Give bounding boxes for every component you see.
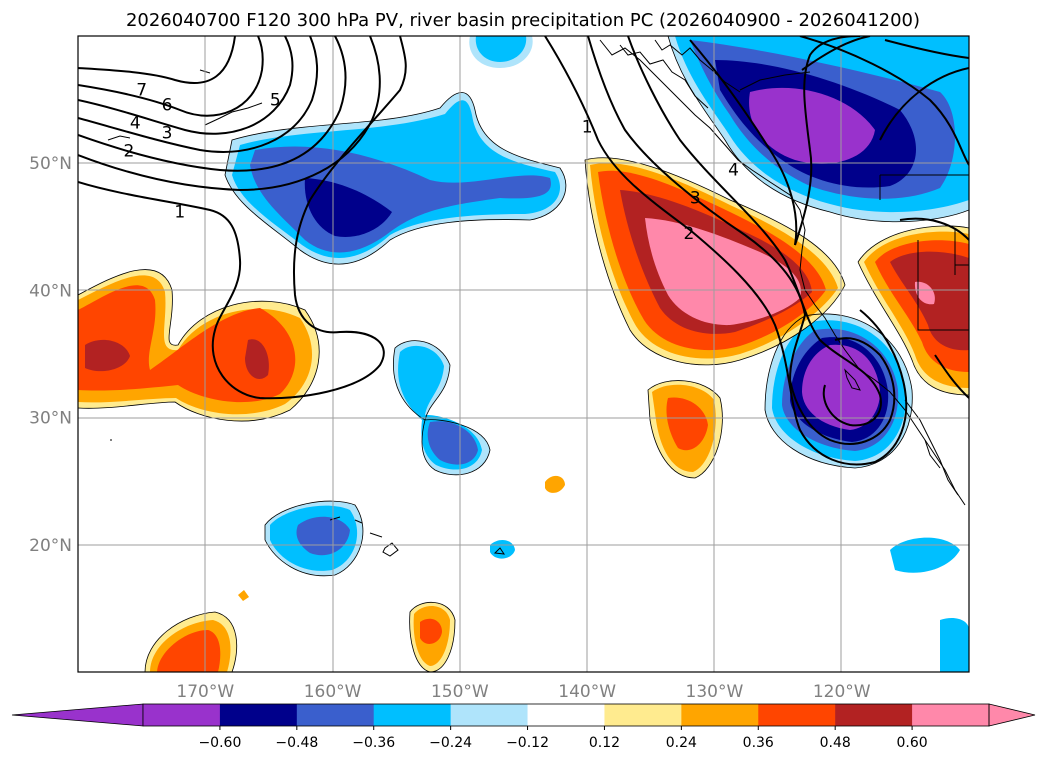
pv-contour-label: 4 xyxy=(728,161,739,181)
anomaly-region-corner-negative xyxy=(940,618,969,672)
colorbar-tick-label: 0.12 xyxy=(589,735,620,751)
colorbar: −0.60 −0.48 −0.36 −0.24 −0.12 0.12 0.24 0.36 0.4… xyxy=(11,703,1036,751)
x-tick-label: 120°W xyxy=(813,682,871,702)
colorbar-segment xyxy=(373,704,452,726)
pv-contour-line xyxy=(627,36,882,427)
pv-contour-line xyxy=(78,36,407,400)
pv-contour-line xyxy=(899,217,969,241)
colorbar-segment xyxy=(450,704,529,726)
y-tick-label: 40°N xyxy=(29,281,72,301)
x-axis-ticks: 170°W 160°W 150°W 140°W 130°W 120°W xyxy=(176,682,870,702)
pv-contour-layer xyxy=(78,36,969,466)
colorbar-segment xyxy=(296,704,375,726)
colorbar-tick-label: 0.48 xyxy=(820,735,851,751)
pv-contour-label: 7 xyxy=(136,80,147,100)
pv-contour-line xyxy=(794,36,861,246)
pv-contour-label: 1 xyxy=(582,117,593,137)
pv-contour-line xyxy=(78,36,381,192)
anomaly-region-tiny-positive xyxy=(238,590,249,601)
pv-contour-labels: 76 5 4 3 2 1 1 4 3 2 xyxy=(124,80,739,244)
colorbar-tick-label: −0.12 xyxy=(506,735,549,751)
colorbar-segment xyxy=(604,704,682,726)
colorbar-segment xyxy=(758,704,836,726)
anomaly-region-midpacific-negative xyxy=(393,340,490,475)
pv-contour-label: 2 xyxy=(124,141,135,161)
colorbar-segment xyxy=(912,704,990,726)
x-tick-label: 170°W xyxy=(176,682,234,702)
anomaly-region-north-negative xyxy=(469,36,533,68)
pv-contour-line xyxy=(934,354,969,399)
anomaly-region-small-positive xyxy=(545,475,565,493)
colorbar-segment xyxy=(527,704,605,726)
pv-contour-line xyxy=(689,39,798,246)
pv-contour-label: 4 xyxy=(130,113,141,133)
x-tick-label: 160°W xyxy=(304,682,362,702)
pv-contour-label: 2 xyxy=(684,224,695,244)
colorbar-tick-label: 0.36 xyxy=(743,735,774,751)
pv-contour-line xyxy=(78,36,319,153)
anomaly-region-subtropical-positive xyxy=(648,380,723,478)
pv-contour-label: 3 xyxy=(690,189,701,209)
colorbar-tick-label: −0.60 xyxy=(198,735,241,751)
anomaly-region-east-positive xyxy=(858,225,969,395)
colorbar-tick-label: −0.24 xyxy=(429,735,472,751)
colorbar-segment xyxy=(681,704,759,726)
pv-contour-line xyxy=(801,36,871,71)
pv-contour-label: 1 xyxy=(174,203,185,223)
pv-contour-label: 5 xyxy=(270,91,281,111)
pv-contour-label: 3 xyxy=(162,124,173,144)
colorbar-tick-label: 0.24 xyxy=(666,735,697,751)
y-tick-label: 50°N xyxy=(29,154,72,174)
colorbar-tick-label: 0.60 xyxy=(897,735,928,751)
pv-contour-line xyxy=(587,36,896,445)
colorbar-segment xyxy=(835,704,913,726)
anomaly-region-south-positive xyxy=(409,602,455,672)
y-tick-label: 20°N xyxy=(29,536,72,556)
anomaly-region-southwest-positive xyxy=(145,612,237,672)
chart-title: 2026040700 F120 300 hPa PV, river basin … xyxy=(126,10,920,31)
colorbar-over-triangle xyxy=(988,703,1036,727)
anomaly-region-hawaii-negative xyxy=(265,501,363,576)
y-tick-label: 30°N xyxy=(29,409,72,429)
pv-contour-line xyxy=(78,36,264,117)
colorbar-segment xyxy=(219,704,298,726)
anomaly-region-socal-negative xyxy=(765,313,913,468)
x-tick-label: 140°W xyxy=(558,682,616,702)
anomaly-region-central-pacific-negative xyxy=(225,92,566,265)
colorbar-tick-label: −0.48 xyxy=(275,735,318,751)
coastline-layer xyxy=(107,39,969,557)
y-axis-ticks: 20°N 30°N 40°N 50°N xyxy=(29,154,72,556)
pv-contour-line xyxy=(78,36,294,135)
map-panel: 76 5 4 3 2 1 1 4 3 2 xyxy=(77,35,970,673)
anomaly-region-west-positive xyxy=(78,269,320,422)
colorbar-tick-label: −0.36 xyxy=(352,735,395,751)
pv-contour-label: 6 xyxy=(162,96,173,116)
graticule xyxy=(78,36,969,672)
map-frame xyxy=(77,35,970,673)
pv-contour-line xyxy=(879,67,969,141)
pv-contour-line xyxy=(78,36,236,84)
pv-contour-line xyxy=(884,39,969,59)
x-tick-label: 130°W xyxy=(686,682,744,702)
colorbar-frame xyxy=(142,703,990,727)
colorbar-segment xyxy=(143,704,221,726)
anomaly-region-southeast-negative xyxy=(890,537,960,573)
pv-contour-line xyxy=(78,36,347,172)
colorbar-under-triangle xyxy=(11,703,144,727)
pv-contour-line xyxy=(544,36,908,466)
x-tick-label: 150°W xyxy=(431,682,489,702)
